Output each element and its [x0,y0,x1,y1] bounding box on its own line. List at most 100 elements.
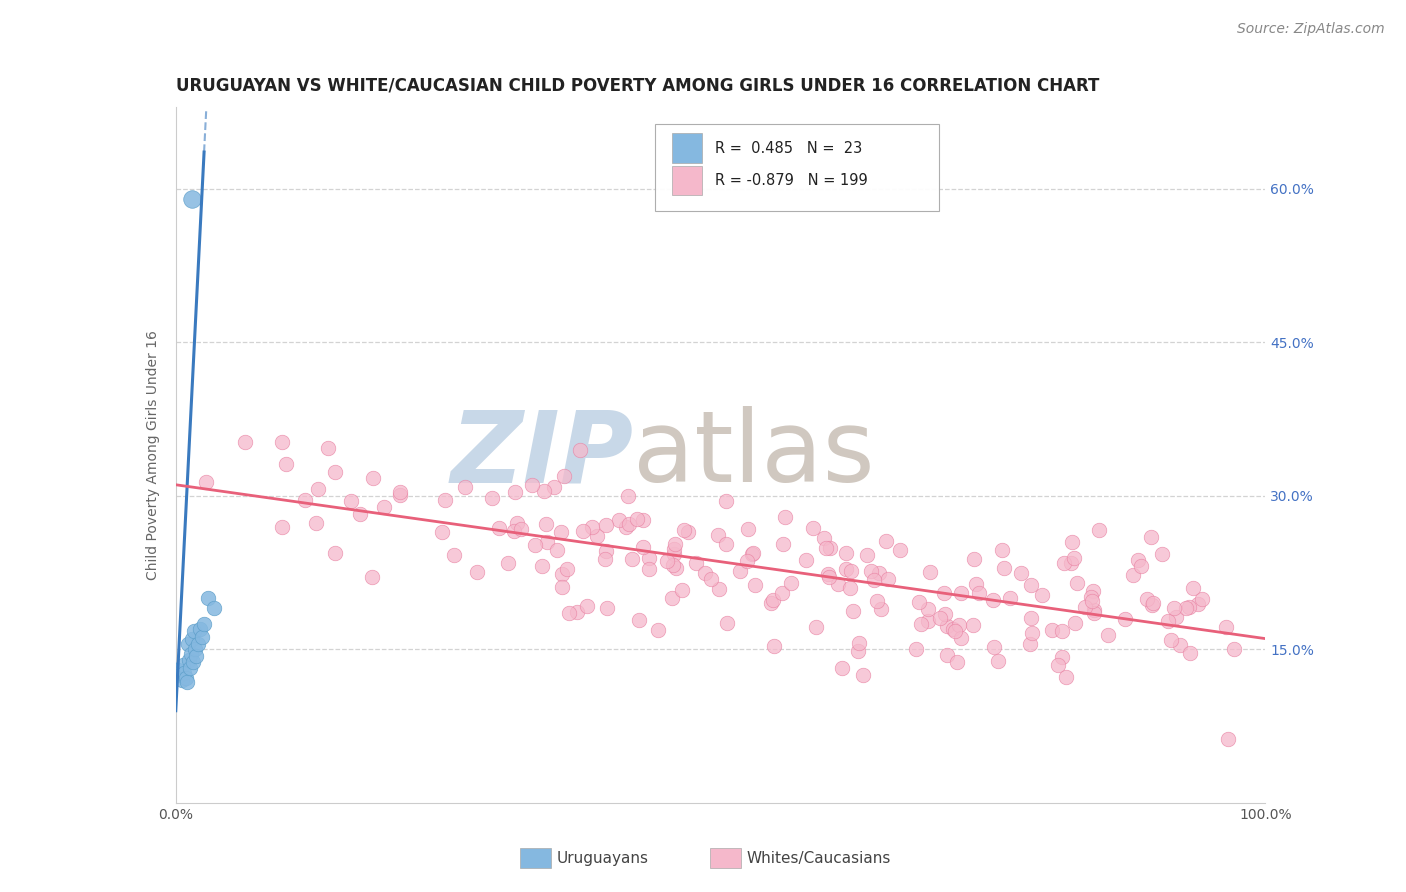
Point [965,576,987,591]
Point [536,534,558,549]
Point [744,578,766,592]
Point [506,516,529,530]
Point [1163,600,1185,615]
Point [678,524,700,539]
Point [1152,547,1174,561]
Point [361,570,384,584]
Point [910,616,932,631]
Point [1052,556,1074,570]
Point [1174,601,1197,615]
Point [575,599,598,613]
Point [647,623,669,637]
Point [804,620,827,634]
Point [595,543,617,558]
Point [271,520,294,534]
Point [870,602,893,616]
Point [188,622,211,636]
Point [998,591,1021,605]
FancyBboxPatch shape [655,124,939,211]
Point [183,624,205,638]
Point [662,541,685,556]
Point [184,642,207,657]
Point [1097,628,1119,642]
Point [917,602,939,616]
Point [349,507,371,521]
Point [904,642,927,657]
Point [1010,566,1032,581]
Point [918,565,941,579]
Point [488,521,510,535]
Point [536,516,558,531]
Point [741,545,763,559]
Point [672,523,695,537]
Point [1223,642,1246,657]
FancyBboxPatch shape [672,166,702,195]
Point [1019,610,1042,624]
Point [503,524,526,539]
Point [631,513,654,527]
Point [665,561,688,575]
Point [323,465,346,479]
Point [617,489,640,503]
Point [1181,581,1204,595]
Point [177,637,200,651]
Point [671,583,693,598]
Point [877,573,900,587]
Text: atlas: atlas [633,407,875,503]
Point [186,649,208,664]
Point [943,624,966,638]
Point [831,661,853,675]
Point [434,493,457,508]
Point [827,576,849,591]
Point [177,652,200,666]
Point [1178,599,1201,614]
Point [949,631,972,645]
Point [628,613,651,627]
Point [862,573,884,587]
Point [741,547,763,561]
Point [443,548,465,562]
Point [779,576,801,591]
Point [276,457,298,471]
Point [852,668,875,682]
Point [565,605,588,619]
Point [522,477,544,491]
Point [856,549,879,563]
Point [1122,568,1144,582]
Point [555,562,578,576]
Point [572,524,595,538]
Point [772,537,794,551]
Point [543,480,565,494]
Point [813,531,835,545]
Point [509,522,531,536]
Point [1063,551,1085,566]
Point [172,657,194,672]
Point [1168,638,1191,652]
Point [818,570,841,584]
Point [875,533,897,548]
Point [1142,596,1164,610]
Point [1140,599,1163,613]
Point [481,491,503,505]
Point [762,593,785,607]
Point [1021,626,1043,640]
Point [759,596,782,610]
Point [859,564,882,578]
Point [1215,619,1237,633]
Text: URUGUAYAN VS WHITE/CAUCASIAN CHILD POVERTY AMONG GIRLS UNDER 16 CORRELATION CHAR: URUGUAYAN VS WHITE/CAUCASIAN CHILD POVER… [176,77,1099,95]
Point [307,482,329,496]
Point [848,636,870,650]
Point [533,484,555,499]
Point [607,513,630,527]
Point [839,564,862,578]
Point [637,550,659,565]
Point [868,566,890,581]
Point [361,471,384,485]
Point [233,435,256,450]
Point [193,616,215,631]
Text: Source: ZipAtlas.com: Source: ZipAtlas.com [1237,22,1385,37]
Point [191,630,214,644]
Point [1126,553,1149,567]
Point [586,529,609,543]
Point [762,639,785,653]
